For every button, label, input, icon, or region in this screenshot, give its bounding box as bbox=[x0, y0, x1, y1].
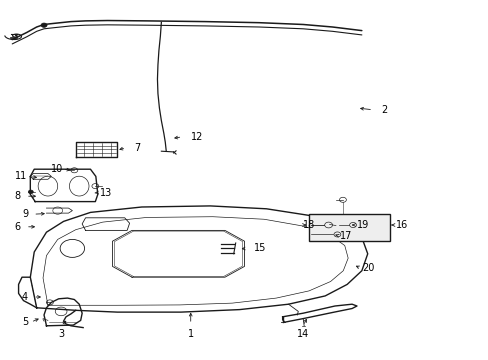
Text: 14: 14 bbox=[296, 329, 309, 339]
Text: 12: 12 bbox=[190, 132, 203, 142]
Bar bbox=[308, 214, 389, 241]
Text: 20: 20 bbox=[361, 263, 373, 273]
Text: 8: 8 bbox=[15, 191, 21, 201]
Text: 3: 3 bbox=[58, 329, 64, 339]
Text: 13: 13 bbox=[100, 188, 112, 198]
Text: 10: 10 bbox=[51, 164, 63, 174]
Text: 9: 9 bbox=[22, 209, 28, 219]
Text: 15: 15 bbox=[254, 243, 266, 253]
Circle shape bbox=[28, 190, 33, 194]
Text: 6: 6 bbox=[15, 222, 21, 232]
Text: 19: 19 bbox=[356, 220, 368, 230]
Text: 2: 2 bbox=[381, 105, 387, 115]
Text: 7: 7 bbox=[134, 143, 141, 153]
Circle shape bbox=[41, 23, 47, 27]
Text: 16: 16 bbox=[395, 220, 407, 230]
Text: 4: 4 bbox=[22, 292, 28, 302]
Text: 11: 11 bbox=[15, 171, 27, 181]
Text: 1: 1 bbox=[187, 329, 193, 339]
Text: 18: 18 bbox=[303, 220, 315, 230]
Text: 5: 5 bbox=[22, 317, 28, 327]
Text: 17: 17 bbox=[339, 231, 351, 241]
